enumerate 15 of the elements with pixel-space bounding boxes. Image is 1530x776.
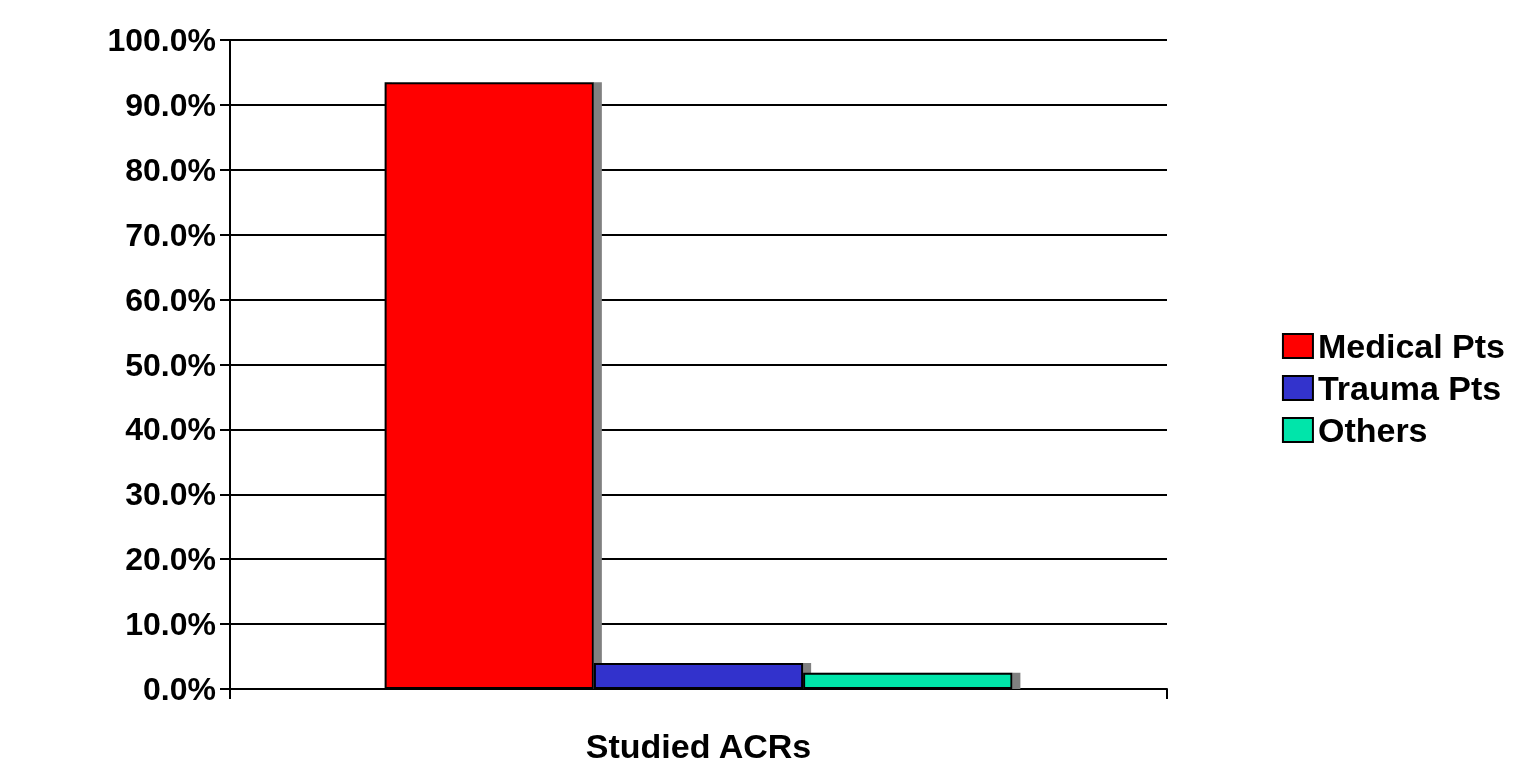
y-tick-label: 70.0% (125, 216, 216, 253)
y-tick-label: 80.0% (125, 151, 216, 188)
y-tick-label: 20.0% (125, 541, 216, 578)
y-tick-label: 10.0% (125, 606, 216, 643)
legend-label: Medical Pts (1317, 327, 1506, 365)
x-axis-title: Studied ACRs (585, 727, 812, 765)
y-tick-label: 90.0% (125, 86, 216, 123)
y-tick-label: 30.0% (125, 476, 216, 513)
legend-label: Trauma Pts (1317, 369, 1502, 407)
y-tick-label: 40.0% (125, 411, 216, 448)
y-tick-label: 50.0% (125, 346, 216, 383)
y-tick-label: 100.0% (107, 22, 216, 58)
y-tick-label: 0.0% (143, 671, 216, 707)
y-tick-label: 60.0% (125, 281, 216, 318)
legend-label: Others (1317, 411, 1428, 449)
